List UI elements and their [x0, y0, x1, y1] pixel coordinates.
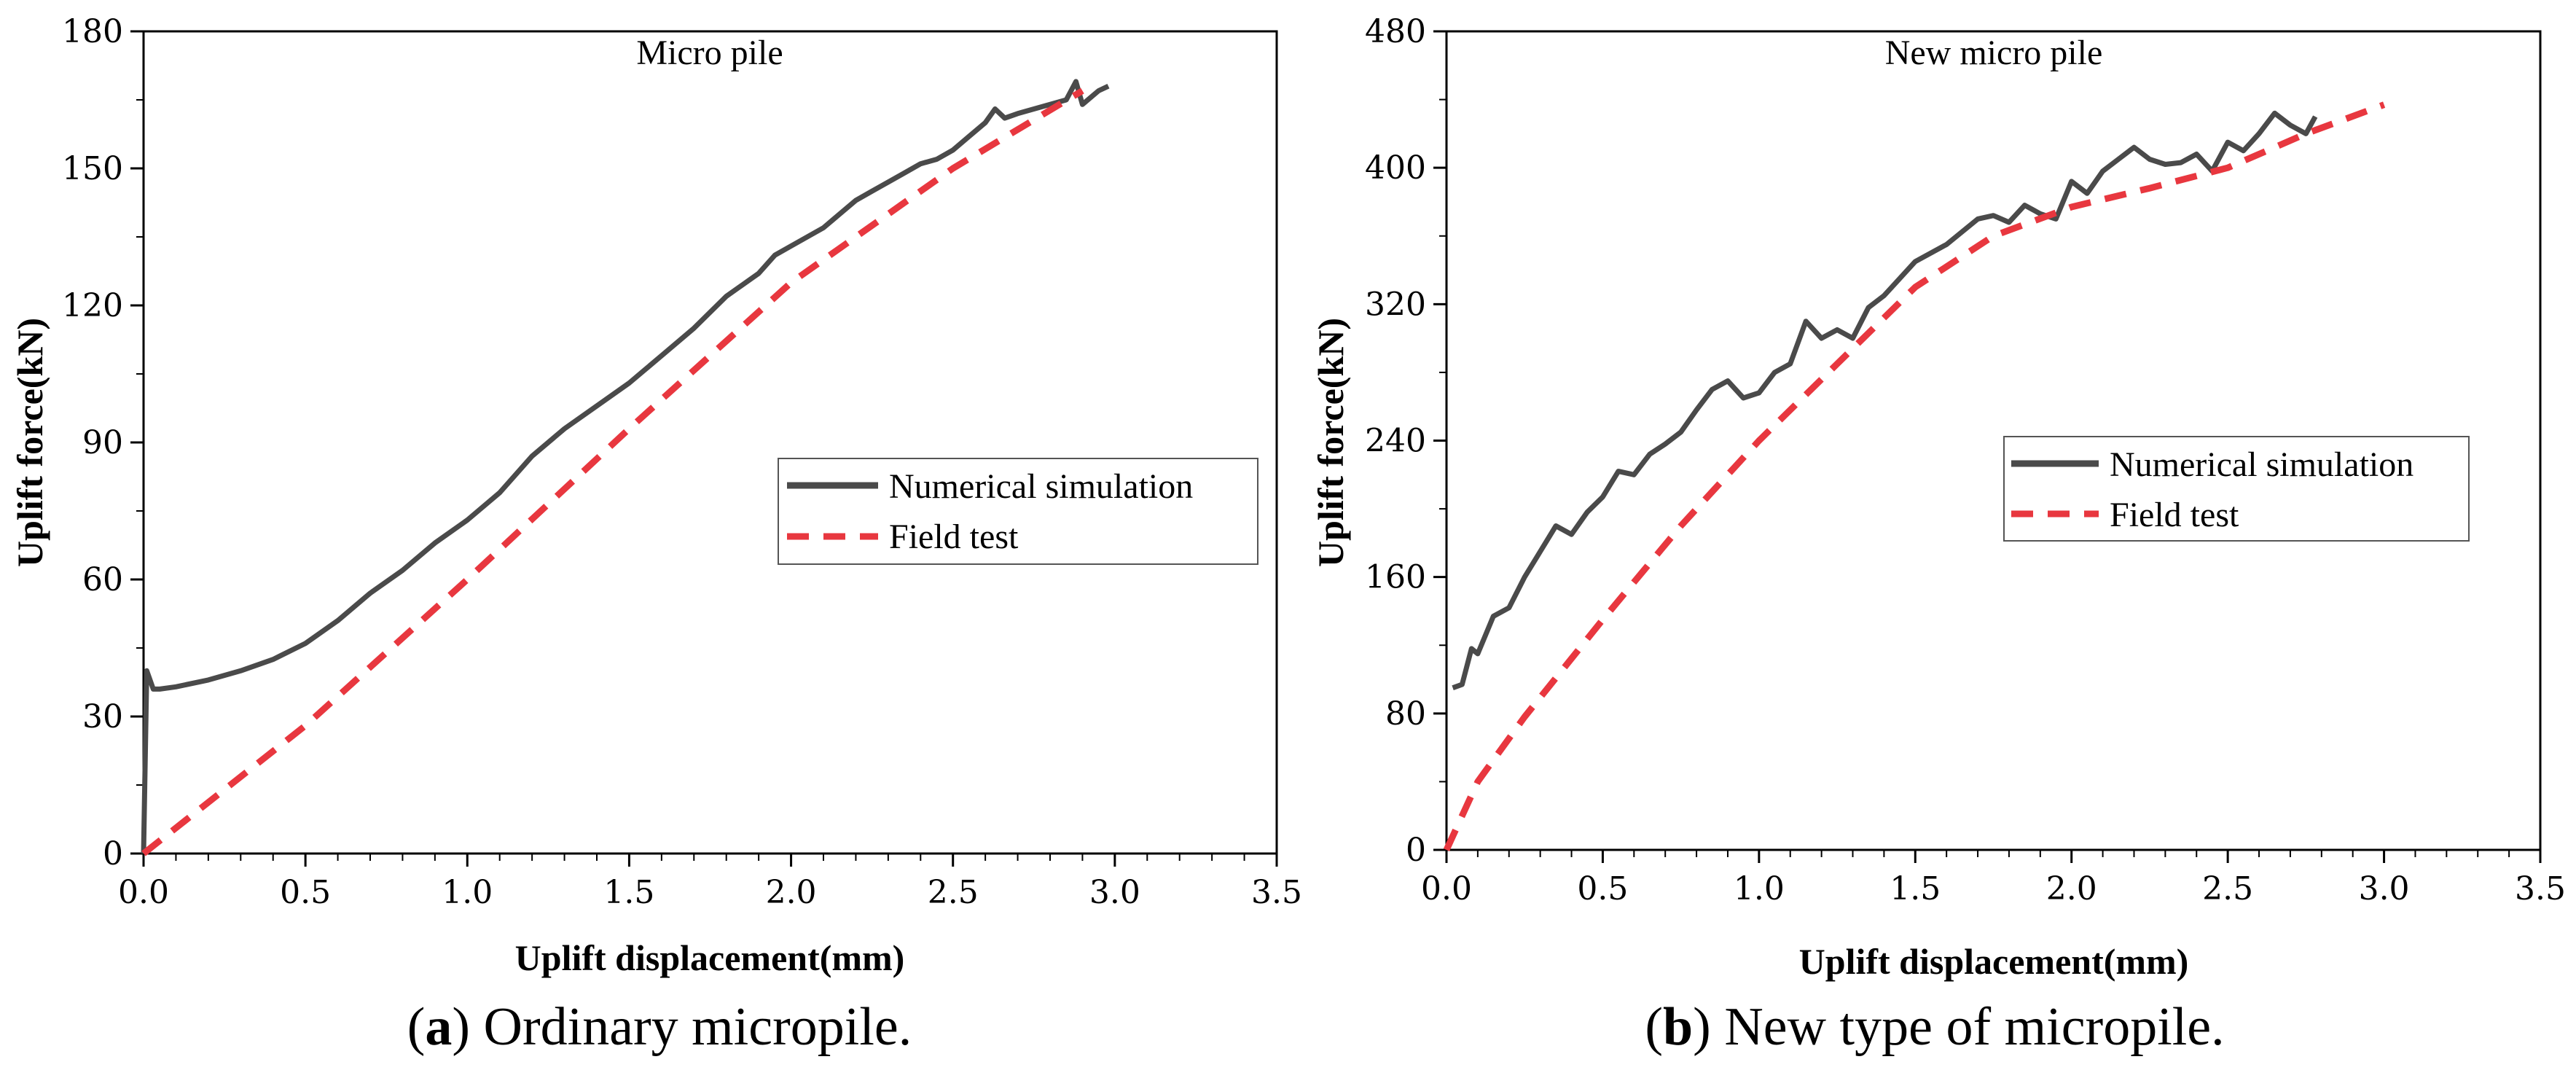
panel-a-xtick-label: 2.5 [928, 874, 979, 911]
panel-a-ylabel: Uplift force(kN) [9, 318, 50, 567]
panel-b-xtick-label: 2.0 [2046, 870, 2097, 907]
panel-a-xlabel: Uplift displacement(mm) [515, 937, 905, 978]
panel-a-ticks: 0.0 0.5 1.0 1.5 2.0 2.5 3.0 3.5 0 30 60 90 120 150 180 [62, 13, 1302, 911]
panel-b-caption-letter: b [1663, 997, 1693, 1057]
panel-a-xtick-label: 1.5 [603, 874, 654, 911]
panel-b-legend-box [2003, 436, 2470, 542]
panel-a-series-field-test [141, 87, 1084, 856]
panel-a-xtick-label: 3.5 [1251, 874, 1302, 911]
panel-b-series-field-test [1443, 101, 2386, 851]
panel-b-series-numerical-simulation [1452, 110, 2318, 690]
panel-b-xtick-label: 3.5 [2515, 870, 2566, 907]
panel-b-xlabel: Uplift displacement(mm) [1799, 941, 2189, 982]
panel-a-legend-box [778, 458, 1258, 565]
panel-b-caption-text: New type of micropile. [1724, 997, 2224, 1057]
panel-a-ytick-label: 30 [82, 698, 123, 735]
panel-b-ytick-label: 80 [1385, 695, 1426, 733]
panel-a-series-numerical-simulation [141, 79, 1110, 854]
panel-b-xtick-label: 1.0 [1734, 870, 1785, 907]
panel-a-title: Micro pile [636, 34, 783, 72]
panel-b-title: New micro pile [1885, 34, 2103, 72]
panel-a-series [141, 79, 1110, 856]
panel-a-legend-sim-label: Numerical simulation [889, 467, 1193, 506]
panel-a-xtick-label: 1.0 [442, 874, 493, 911]
panel-a-caption-letter: a [425, 997, 452, 1057]
panel-b-series [1443, 101, 2386, 851]
panel-a-legend-field-label: Field test [889, 518, 1019, 556]
panel-b-xtick-label: 2.5 [2202, 870, 2253, 907]
panel-a-ytick-label: 120 [62, 287, 123, 324]
panel-b-ticks: 0.0 0.5 1.0 1.5 2.0 2.5 3.0 3.5 0 80 160 240 320 400 4… [1365, 13, 2566, 907]
panel-a-ytick-label: 180 [62, 13, 123, 50]
panel-b-ytick-label: 320 [1365, 286, 1426, 323]
panel-a-xtick-label: 0.0 [118, 874, 169, 911]
panel-a-ytick-label: 90 [82, 424, 123, 461]
panel-a-caption-text: Ordinary micropile. [484, 997, 912, 1057]
panel-a-ytick-label: 150 [62, 150, 123, 187]
panel-b-legend: Numerical simulation Field test [2003, 436, 2470, 542]
panel-b-xtick-label: 0.0 [1421, 870, 1472, 907]
panel-b-xtick-label: 1.5 [1890, 870, 1941, 907]
panel-a-legend: Numerical simulation Field test [778, 458, 1258, 565]
panel-b-axes-frame [1445, 30, 2542, 851]
panel-b-legend-field-label: Field test [2110, 496, 2239, 534]
panel-b-ylabel: Uplift force(kN) [1310, 318, 1351, 567]
panel-a: 0.0 0.5 1.0 1.5 2.0 2.5 3.0 3.5 0 30 60 90 120 150 180… [9, 13, 1302, 1057]
panel-b-xtick-label: 3.0 [2359, 870, 2410, 907]
panel-a-ytick-label: 60 [82, 561, 123, 598]
panel-b: 0.0 0.5 1.0 1.5 2.0 2.5 3.0 3.5 0 80 160 240 320 400 4… [1310, 13, 2566, 1057]
panel-b-ytick-label: 0 [1406, 832, 1426, 869]
panel-a-caption: (a) Ordinary micropile. [407, 997, 912, 1057]
panel-a-xtick-label: 2.0 [766, 874, 817, 911]
panel-b-legend-sim-label: Numerical simulation [2110, 445, 2413, 484]
panel-b-ytick-label: 240 [1365, 423, 1426, 460]
panel-b-ytick-label: 400 [1365, 149, 1426, 187]
panel-b-ytick-label: 480 [1365, 13, 1426, 50]
panel-a-xtick-label: 0.5 [280, 874, 331, 911]
panel-b-caption: (b) New type of micropile. [1645, 997, 2224, 1057]
panel-a-ytick-label: 0 [103, 835, 123, 872]
panel-b-ytick-label: 160 [1365, 559, 1426, 596]
panel-b-xtick-label: 0.5 [1577, 870, 1628, 907]
panel-a-xtick-label: 3.0 [1089, 874, 1140, 911]
panel-a-axes-frame [142, 30, 1278, 855]
